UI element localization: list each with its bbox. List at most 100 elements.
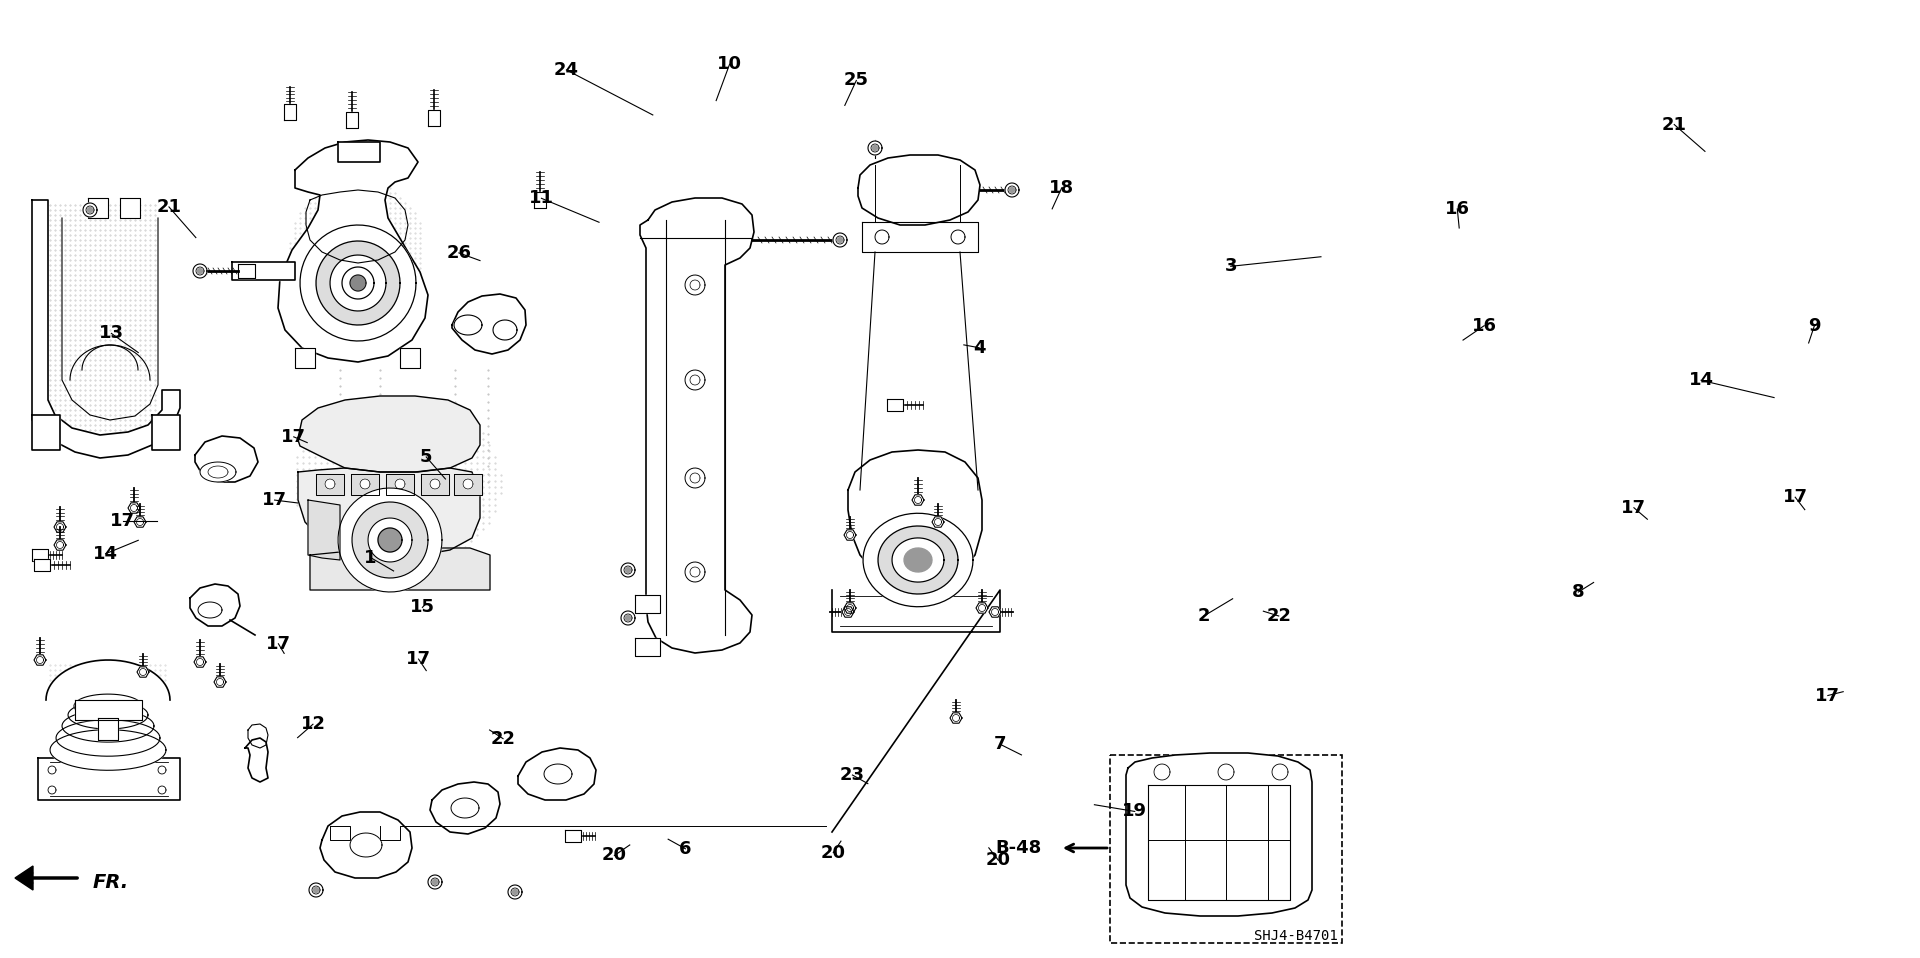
- Bar: [1110, 755, 1342, 943]
- Text: 17: 17: [109, 513, 136, 530]
- Polygon shape: [950, 230, 966, 244]
- Polygon shape: [38, 758, 180, 800]
- Text: 26: 26: [445, 244, 472, 262]
- Polygon shape: [238, 264, 255, 278]
- Polygon shape: [975, 603, 989, 613]
- Text: 12: 12: [300, 716, 326, 733]
- Polygon shape: [420, 474, 449, 495]
- Polygon shape: [157, 786, 165, 794]
- Polygon shape: [351, 502, 428, 578]
- Polygon shape: [378, 528, 401, 552]
- Polygon shape: [321, 812, 413, 878]
- Polygon shape: [46, 660, 171, 700]
- Text: 17: 17: [405, 650, 432, 668]
- Polygon shape: [136, 667, 150, 677]
- Polygon shape: [194, 657, 205, 667]
- Polygon shape: [346, 112, 357, 128]
- Polygon shape: [636, 638, 660, 656]
- Text: 22: 22: [490, 730, 516, 747]
- Polygon shape: [453, 474, 482, 495]
- Polygon shape: [689, 375, 701, 385]
- Text: SHJ4-B4701: SHJ4-B4701: [1254, 929, 1338, 943]
- Polygon shape: [1148, 785, 1290, 900]
- Polygon shape: [1154, 764, 1169, 780]
- Polygon shape: [309, 883, 323, 897]
- Polygon shape: [33, 415, 60, 450]
- Polygon shape: [685, 370, 705, 390]
- Polygon shape: [876, 230, 889, 244]
- Polygon shape: [399, 348, 420, 368]
- Text: 14: 14: [1688, 372, 1715, 389]
- Polygon shape: [298, 396, 480, 472]
- Polygon shape: [330, 826, 349, 840]
- Polygon shape: [61, 710, 154, 742]
- Polygon shape: [509, 885, 522, 899]
- Polygon shape: [636, 595, 660, 613]
- Polygon shape: [369, 518, 413, 562]
- Text: 16: 16: [1444, 200, 1471, 217]
- Polygon shape: [33, 200, 180, 458]
- Polygon shape: [56, 719, 159, 756]
- Polygon shape: [534, 192, 545, 208]
- Polygon shape: [428, 110, 440, 126]
- Polygon shape: [868, 141, 881, 155]
- Polygon shape: [313, 887, 319, 893]
- Polygon shape: [317, 474, 344, 495]
- Polygon shape: [83, 203, 98, 217]
- Polygon shape: [453, 315, 482, 335]
- Text: 21: 21: [156, 198, 182, 216]
- Polygon shape: [342, 267, 374, 299]
- Text: 21: 21: [1661, 116, 1688, 133]
- Polygon shape: [689, 473, 701, 483]
- Polygon shape: [351, 474, 378, 495]
- Polygon shape: [248, 724, 269, 748]
- Text: 23: 23: [839, 766, 866, 784]
- Polygon shape: [837, 238, 843, 242]
- Polygon shape: [33, 549, 48, 561]
- Polygon shape: [564, 830, 582, 842]
- Polygon shape: [845, 530, 856, 540]
- Polygon shape: [278, 140, 428, 362]
- Polygon shape: [626, 615, 630, 621]
- Polygon shape: [48, 786, 56, 794]
- Text: 5: 5: [420, 448, 432, 466]
- Text: 2: 2: [1198, 607, 1210, 625]
- Polygon shape: [685, 468, 705, 488]
- Text: 17: 17: [1814, 687, 1841, 704]
- Polygon shape: [296, 348, 315, 368]
- Polygon shape: [129, 503, 140, 513]
- Polygon shape: [54, 539, 65, 550]
- Text: 17: 17: [280, 428, 307, 445]
- Text: 25: 25: [843, 72, 870, 89]
- Polygon shape: [98, 718, 117, 740]
- Polygon shape: [543, 764, 572, 784]
- Polygon shape: [833, 233, 847, 247]
- Text: 17: 17: [1620, 499, 1647, 516]
- Polygon shape: [451, 294, 526, 354]
- Polygon shape: [198, 268, 202, 273]
- Polygon shape: [845, 603, 856, 613]
- Text: 14: 14: [92, 545, 119, 562]
- Polygon shape: [300, 225, 417, 341]
- Text: 20: 20: [820, 844, 847, 861]
- Text: 11: 11: [528, 190, 555, 207]
- Polygon shape: [626, 567, 630, 573]
- Polygon shape: [689, 280, 701, 290]
- Polygon shape: [134, 516, 146, 527]
- Text: 22: 22: [1265, 607, 1292, 625]
- Polygon shape: [157, 766, 165, 774]
- Polygon shape: [54, 522, 65, 533]
- Text: 16: 16: [1471, 317, 1498, 334]
- Polygon shape: [50, 730, 165, 770]
- Polygon shape: [858, 155, 979, 225]
- Polygon shape: [349, 275, 367, 291]
- Polygon shape: [298, 468, 480, 556]
- Polygon shape: [361, 479, 371, 489]
- Text: 4: 4: [973, 339, 985, 356]
- Polygon shape: [380, 826, 399, 840]
- Polygon shape: [280, 382, 515, 582]
- Polygon shape: [213, 676, 227, 687]
- Text: 13: 13: [98, 325, 125, 342]
- Polygon shape: [451, 798, 478, 818]
- Polygon shape: [309, 548, 490, 590]
